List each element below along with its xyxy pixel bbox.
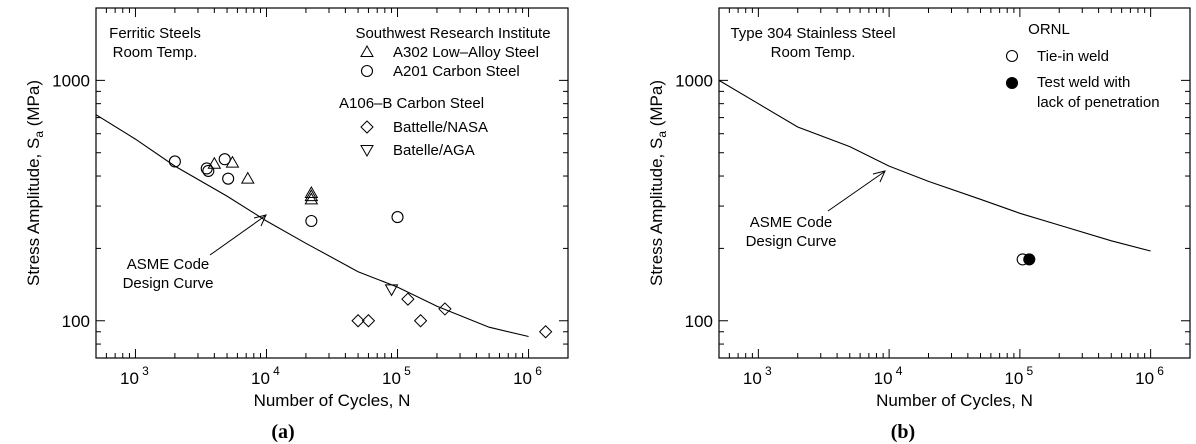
x-tick-label: 10: [251, 369, 270, 388]
series-test-weld-with-lack-of-penetration: [1023, 253, 1036, 266]
curve-label-arrowhead: [872, 170, 886, 183]
y-tick-label: 1000: [675, 71, 713, 90]
y-axis-ticks: [719, 7, 1190, 359]
data-point: [222, 172, 235, 185]
x-tick-label: 10: [874, 369, 893, 388]
curve-label-arrowhead: [253, 214, 267, 227]
data-point: [240, 171, 255, 184]
x-tick-label: 10: [1004, 369, 1023, 388]
data-point: [200, 162, 213, 175]
x-tick-label-exponent: 6: [1157, 364, 1164, 378]
curve-label: Design Curve: [746, 233, 837, 250]
design-curve-line: [95, 114, 529, 338]
y-axis-label: Stress Amplitude, Sa (MPa): [647, 80, 669, 286]
legend-label: Test weld with: [1037, 74, 1130, 91]
corner-text: Room Temp.: [771, 44, 856, 61]
legend-title: Southwest Research Institute: [355, 25, 550, 42]
corner-text: Ferritic Steels: [109, 25, 201, 42]
legend-marker: [1005, 49, 1019, 63]
y-axis-ticks: [96, 7, 568, 359]
legend-marker: [360, 145, 374, 158]
data-point: [304, 189, 319, 202]
data-point: [401, 292, 415, 306]
x-tick-label: 10: [1135, 369, 1154, 388]
data-point: [384, 284, 399, 297]
curve-label: ASME Code: [750, 214, 833, 231]
x-axis-label: Number of Cycles, N: [254, 391, 411, 410]
curve-label-arrow: [827, 171, 885, 212]
series-battelle-nasa: [351, 292, 553, 339]
x-tick-label-exponent: 3: [142, 364, 149, 378]
legend-label: Battelle/NASA: [393, 119, 488, 136]
x-axis-ticks: [95, 8, 569, 358]
data-point: [202, 164, 215, 177]
corner-text: Room Temp.: [113, 44, 198, 61]
legend-title: ORNL: [1028, 21, 1070, 38]
x-tick-label-exponent: 5: [404, 364, 411, 378]
legend-label: Tie-in weld: [1037, 48, 1109, 65]
x-tick-label-exponent: 4: [896, 364, 903, 378]
data-point: [413, 314, 428, 328]
data-point: [538, 325, 553, 339]
plot-frame: [95, 7, 569, 359]
x-tick-label: 10: [382, 369, 401, 388]
data-point: [305, 214, 318, 228]
data-point: [1023, 253, 1036, 266]
legend-label: lack of penetration: [1037, 94, 1160, 111]
y-tick-label: 1000: [52, 71, 90, 90]
x-tick-label: 10: [513, 369, 532, 388]
design-curve-line: [718, 79, 1151, 252]
data-point: [438, 302, 452, 316]
data-point: [361, 314, 376, 328]
x-tick-label-exponent: 4: [273, 364, 280, 378]
legend-label: A302 Low–Alloy Steel: [393, 44, 539, 61]
y-axis-label: Stress Amplitude, Sa (MPa): [24, 80, 46, 286]
legend-marker: [360, 64, 374, 78]
data-point: [304, 192, 319, 205]
curve-label: Design Curve: [123, 275, 214, 292]
curve-label: ASME Code: [127, 256, 210, 273]
legend-marker: [360, 120, 374, 134]
curve-label-arrow: [209, 215, 266, 256]
y-tick-label: 100: [62, 312, 90, 331]
x-tick-label-exponent: 3: [765, 364, 772, 378]
data-point: [207, 156, 222, 169]
plot-frame: [718, 7, 1191, 359]
panel-caption: (a): [271, 421, 294, 443]
y-tick-label: 100: [685, 312, 713, 331]
x-axis-ticks: [718, 8, 1191, 358]
x-tick-label-exponent: 6: [535, 364, 542, 378]
legend-label: Batelle/AGA: [393, 142, 475, 159]
x-tick-label-exponent: 5: [1027, 364, 1034, 378]
data-point: [168, 155, 181, 168]
legend-marker: [360, 44, 374, 57]
data-point: [391, 211, 404, 224]
series-batelle-aga: [384, 284, 399, 297]
corner-text: Type 304 Stainless Steel: [730, 25, 895, 42]
legend-subtitle: A106–B Carbon Steel: [339, 95, 484, 112]
data-point: [304, 185, 319, 198]
legend-marker: [1005, 76, 1019, 90]
data-point: [218, 153, 231, 166]
legend-label: A201 Carbon Steel: [393, 63, 520, 80]
x-tick-label: 10: [743, 369, 762, 388]
series-a201-carbon-steel: [168, 153, 404, 228]
data-point: [225, 155, 240, 168]
x-tick-label: 10: [120, 369, 139, 388]
series-a302-low-alloy-steel: [207, 155, 319, 205]
panel-caption: (b): [891, 421, 915, 443]
data-point: [351, 314, 365, 328]
x-axis-label: Number of Cycles, N: [876, 391, 1033, 410]
